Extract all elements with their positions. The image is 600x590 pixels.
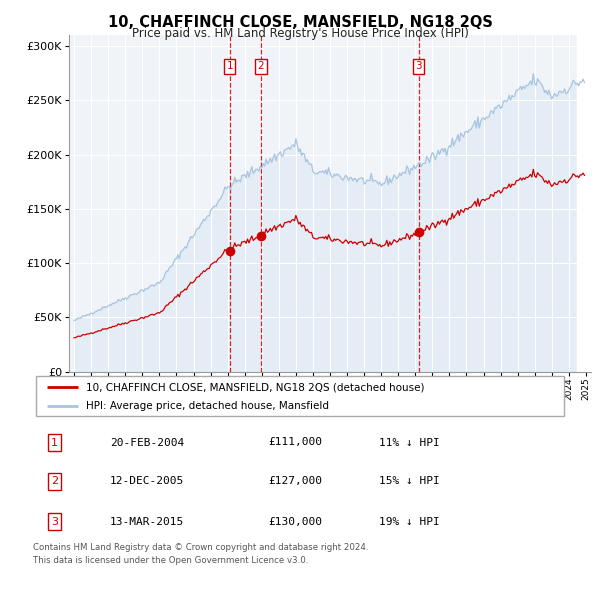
Text: 12-DEC-2005: 12-DEC-2005 — [110, 477, 184, 486]
Text: 1: 1 — [51, 438, 58, 447]
Text: 1: 1 — [227, 61, 233, 71]
Text: 2: 2 — [51, 477, 58, 486]
Text: 10, CHAFFINCH CLOSE, MANSFIELD, NG18 2QS: 10, CHAFFINCH CLOSE, MANSFIELD, NG18 2QS — [107, 15, 493, 30]
Text: This data is licensed under the Open Government Licence v3.0.: This data is licensed under the Open Gov… — [33, 556, 308, 565]
Text: 3: 3 — [51, 517, 58, 526]
Bar — [577, 35, 595, 372]
Text: 3: 3 — [415, 61, 422, 71]
Text: Contains HM Land Registry data © Crown copyright and database right 2024.: Contains HM Land Registry data © Crown c… — [33, 543, 368, 552]
Text: 10, CHAFFINCH CLOSE, MANSFIELD, NG18 2QS (detached house): 10, CHAFFINCH CLOSE, MANSFIELD, NG18 2QS… — [86, 382, 425, 392]
Text: HPI: Average price, detached house, Mansfield: HPI: Average price, detached house, Mans… — [86, 401, 329, 411]
Text: 2: 2 — [257, 61, 264, 71]
Text: 20-FEB-2004: 20-FEB-2004 — [110, 438, 184, 447]
Text: 15% ↓ HPI: 15% ↓ HPI — [379, 477, 440, 486]
FancyBboxPatch shape — [36, 376, 564, 416]
Text: 19% ↓ HPI: 19% ↓ HPI — [379, 517, 440, 526]
Text: £111,000: £111,000 — [268, 438, 322, 447]
Text: 11% ↓ HPI: 11% ↓ HPI — [379, 438, 440, 447]
Text: £130,000: £130,000 — [268, 517, 322, 526]
Text: 13-MAR-2015: 13-MAR-2015 — [110, 517, 184, 526]
Text: £127,000: £127,000 — [268, 477, 322, 486]
Text: Price paid vs. HM Land Registry's House Price Index (HPI): Price paid vs. HM Land Registry's House … — [131, 27, 469, 40]
